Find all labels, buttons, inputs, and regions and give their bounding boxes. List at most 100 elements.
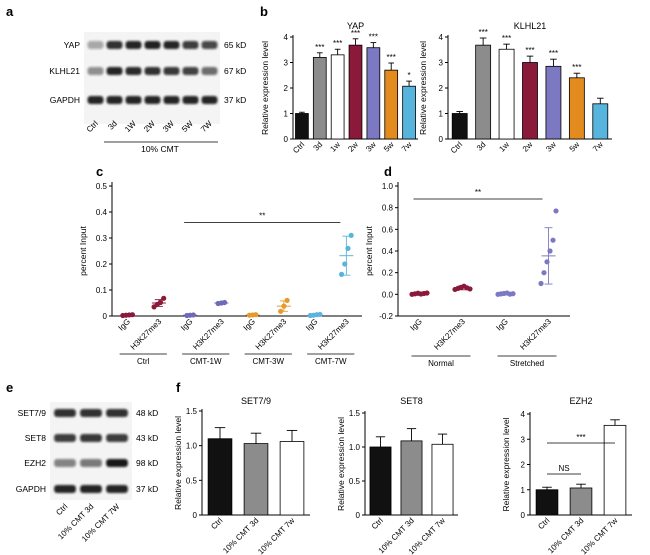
f-ezh2-bar bbox=[569, 487, 593, 516]
b-yap-y-tick-label: 1 bbox=[284, 110, 289, 119]
f-set79-category-label: Ctrl bbox=[209, 516, 224, 531]
d-y-tick-label: 0.6 bbox=[382, 225, 394, 234]
b-yap-category-label: 7w bbox=[400, 140, 414, 154]
blot-a-band bbox=[182, 41, 199, 49]
f-ezh2-y-axis-title: Relative expression level bbox=[501, 417, 511, 511]
f-set8-chart-title: SET8 bbox=[400, 396, 423, 406]
panel-label-e: e bbox=[6, 380, 13, 395]
f-set79-chart-title: SET7/9 bbox=[241, 396, 271, 406]
d-group-label: Stretched bbox=[510, 359, 544, 368]
f-set8-y-axis-title: Relative expression level bbox=[336, 417, 346, 511]
blot-a-kd-gapdh: 37 kD bbox=[224, 95, 246, 105]
b-klhl21-y-tick-label: 0 bbox=[439, 135, 444, 144]
f-ezh2-y-tick-label: 4 bbox=[521, 410, 526, 419]
c-column-label: H3K27me3 bbox=[316, 317, 351, 352]
b-yap-y-tick-label: 3 bbox=[284, 59, 289, 68]
b-klhl21-significance-label: *** bbox=[525, 46, 534, 55]
f-ezh2-comparison-label: *** bbox=[576, 433, 585, 442]
f-ezh2-comparison-label: NS bbox=[558, 464, 569, 473]
blot-e-band bbox=[80, 485, 102, 493]
c-y-tick-label: 0.4 bbox=[96, 208, 108, 217]
blot-a-kd-yap: 65 kD bbox=[224, 40, 246, 50]
d-data-point bbox=[550, 237, 556, 243]
b-yap-category-label: Ctrl bbox=[291, 140, 306, 155]
d-data-point bbox=[541, 270, 547, 276]
d-column-label: H3K27me3 bbox=[432, 317, 467, 352]
b-klhl21-chart-title: KLHL21 bbox=[514, 21, 547, 31]
blot-a-row-label-klhl21: KLHL21 bbox=[49, 66, 80, 76]
blot-e-band bbox=[106, 434, 128, 442]
blot-a-group-label: 10% CMT bbox=[141, 144, 179, 154]
b-klhl21-category-label: 2w bbox=[521, 140, 535, 154]
f-ezh2-y-tick-label: 2 bbox=[521, 461, 526, 470]
b-klhl21-bar bbox=[522, 62, 538, 140]
c-group-label: Ctrl bbox=[137, 357, 150, 366]
b-yap-category-label: 5w bbox=[382, 140, 396, 154]
blot-a-band bbox=[87, 67, 104, 75]
f-ezh2-chart-title: EZH2 bbox=[569, 396, 592, 406]
f-ezh2-bar bbox=[603, 424, 627, 516]
blot-e-row-label-set79: SET7/9 bbox=[18, 408, 47, 418]
f-set79-category-label: 10% CMT 7w bbox=[256, 516, 296, 555]
f-set8-category-label: Ctrl bbox=[370, 516, 385, 531]
blot-a-band bbox=[163, 96, 180, 104]
chart-klhl21-expression: 0 1 2 3 4 Relative expression level KLHL21 Ctrl… bbox=[418, 21, 612, 155]
d-data-point bbox=[510, 291, 516, 297]
blot-a-band bbox=[201, 96, 218, 104]
blot-a-band bbox=[163, 67, 180, 75]
d-y-axis-title: percent Input bbox=[364, 226, 374, 276]
b-klhl21-significance-label: *** bbox=[502, 34, 511, 43]
blot-e-kd-set79: 48 kD bbox=[136, 408, 158, 418]
chart-ezh2-expression: 0 1 2 3 4 Relative expression level EZH2 Ctrl 10… bbox=[501, 396, 632, 555]
blot-e-kd-set8: 43 kD bbox=[136, 433, 158, 443]
b-yap-bar bbox=[402, 85, 416, 140]
c-column-label: H3K27me3 bbox=[254, 317, 289, 352]
blot-e-band bbox=[106, 485, 128, 493]
b-klhl21-y-axis-title: Relative expression level bbox=[418, 41, 428, 135]
blot-a-band bbox=[106, 96, 123, 104]
c-data-point bbox=[348, 232, 354, 238]
blot-e-row-label-ezh2: EZH2 bbox=[24, 458, 46, 468]
c-y-tick-label: 0.3 bbox=[96, 234, 108, 243]
blot-a-band bbox=[182, 96, 199, 104]
panel-label-b: b bbox=[260, 4, 268, 19]
c-y-axis-title: percent Input bbox=[78, 226, 88, 276]
blot-e-band bbox=[54, 459, 76, 467]
c-data-point bbox=[161, 295, 167, 301]
b-yap-bar bbox=[384, 69, 399, 140]
blot-e-band bbox=[54, 485, 76, 493]
c-column-label: IgG bbox=[117, 317, 132, 332]
b-yap-significance-label: *** bbox=[333, 39, 342, 48]
blot-e-background bbox=[50, 402, 132, 500]
blot-a-row-label-gapdh: GAPDH bbox=[50, 95, 80, 105]
b-klhl21-significance-label: *** bbox=[572, 63, 581, 72]
b-klhl21-category-label: 5w bbox=[568, 140, 582, 154]
c-data-point bbox=[284, 297, 290, 303]
blot-e-kd-ezh2: 98 kD bbox=[136, 458, 158, 468]
f-set8-y-tick-label: 1.0 bbox=[349, 443, 361, 452]
b-klhl21-category-label: Ctrl bbox=[449, 140, 464, 155]
f-set79-bar bbox=[279, 441, 305, 516]
b-klhl21-significance-label: *** bbox=[549, 49, 558, 58]
c-significance-label: ** bbox=[259, 211, 265, 220]
c-group-label: CMT-1W bbox=[190, 357, 222, 366]
panel-label-d: d bbox=[384, 164, 392, 179]
f-set8-bar bbox=[369, 446, 392, 516]
b-klhl21-bar bbox=[592, 103, 609, 140]
f-ezh2-y-tick-label: 3 bbox=[521, 435, 526, 444]
c-column-label: IgG bbox=[242, 317, 257, 332]
b-klhl21-category-label: 1w bbox=[497, 140, 511, 154]
blot-a: YAP KLHL21 GAPDH 65 kD 67 kD 37 kD Ctrl 3… bbox=[49, 32, 246, 154]
panel-label-f: f bbox=[176, 380, 181, 395]
b-yap-bar bbox=[366, 47, 381, 140]
b-klhl21-y-tick-label: 3 bbox=[439, 59, 444, 68]
blot-a-band bbox=[125, 41, 142, 49]
b-klhl21-bar bbox=[475, 44, 492, 140]
f-ezh2-y-tick-label: 1 bbox=[521, 486, 526, 495]
b-klhl21-bar bbox=[568, 77, 585, 140]
blot-a-band bbox=[87, 41, 104, 49]
blot-a-band bbox=[144, 67, 161, 75]
f-ezh2-bar bbox=[535, 489, 559, 516]
